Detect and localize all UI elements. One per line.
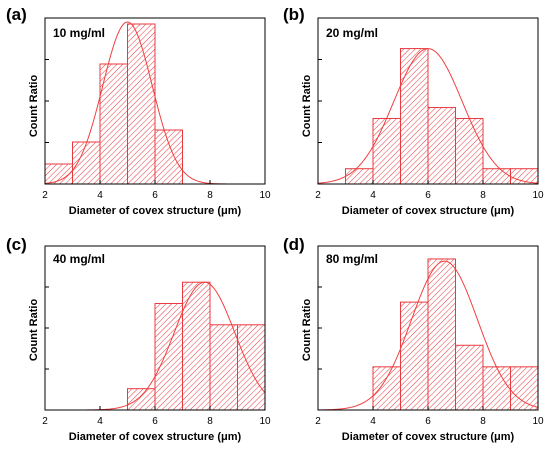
histogram-bar	[400, 48, 429, 185]
panel-c-title: 40 mg/ml	[53, 252, 105, 266]
panel-b-plot-frame	[317, 17, 539, 185]
panel-a-plot-frame	[44, 17, 266, 185]
panel-a-xtick: 6	[152, 190, 158, 201]
histogram-bar	[209, 324, 238, 411]
panel-d-title: 80 mg/ml	[326, 252, 378, 266]
panel-c-xlabel: Diameter of covex structure (μm)	[69, 431, 242, 443]
panel-a-xtick: 8	[207, 190, 213, 201]
panel-d-label: (d)	[283, 235, 305, 254]
histogram-bar	[99, 63, 128, 185]
gaussian-fit-curve	[317, 48, 539, 184]
panel-c-ylabel: Count Ratio	[28, 299, 40, 362]
panel-d-xlabel: Diameter of covex structure (μm)	[342, 431, 515, 443]
panel-d-plot-frame	[317, 245, 539, 411]
histogram-bar	[427, 107, 456, 185]
histogram-bar	[372, 366, 401, 411]
panel-c-xtick: 2	[42, 416, 48, 427]
panel-b-xtick: 2	[315, 190, 321, 201]
histogram-bar	[345, 168, 374, 185]
panel-a-xtick: 10	[259, 190, 271, 201]
gaussian-fit-curve	[317, 260, 539, 411]
panel-c-xtick: 6	[152, 416, 158, 427]
panel-a-xlabel: Diameter of covex structure (μm)	[69, 205, 242, 217]
panel-a-label: (a)	[6, 5, 27, 24]
panel-a-title: 10 mg/ml	[53, 26, 105, 40]
histogram-bar	[127, 388, 156, 411]
panel-d-marks	[317, 258, 539, 411]
panel-b-title: 20 mg/ml	[326, 26, 378, 40]
histogram-bar	[455, 117, 484, 185]
panel-b-xlabel: Diameter of covex structure (μm)	[342, 205, 515, 217]
panel-c-plot-frame	[44, 245, 266, 411]
panel-d-xtick: 8	[480, 416, 486, 427]
histogram-bar	[510, 366, 539, 411]
histogram-bar	[482, 168, 511, 185]
histogram-bar	[427, 258, 456, 411]
panel-d-xtick: 10	[532, 416, 544, 427]
histogram-bar	[72, 141, 101, 185]
histogram-bar	[482, 366, 511, 411]
panel-b-ylabel: Count Ratio	[301, 75, 313, 138]
panel-b-marks	[317, 48, 539, 185]
histogram-bar	[237, 324, 266, 411]
panel-d-xtick: 4	[370, 416, 376, 427]
panel-a-xtick: 2	[42, 190, 48, 201]
panel-d-xtick: 6	[425, 416, 431, 427]
panel-b-xtick: 4	[370, 190, 376, 201]
panel-c-marks	[44, 281, 266, 411]
panel-c-xtick: 4	[97, 416, 103, 427]
panel-d-ylabel: Count Ratio	[301, 299, 313, 362]
histogram-bar	[127, 23, 156, 185]
panel-a-ylabel: Count Ratio	[28, 75, 40, 138]
panel-c-xtick: 10	[259, 416, 271, 427]
panel-b-xtick: 6	[425, 190, 431, 201]
panel-b-xtick: 10	[532, 190, 544, 201]
histogram-bar	[154, 303, 183, 411]
panel-d: (d) 80 mg/ml Count Ratio Diameter of cov…	[283, 235, 544, 443]
histogram-bar	[400, 301, 429, 411]
histogram-bar	[154, 129, 183, 185]
panel-b-xtick: 8	[480, 190, 486, 201]
panel-d-xtick: 2	[315, 416, 321, 427]
histogram-bar	[455, 344, 484, 411]
panel-c: (c) 40 mg/ml Count Ratio Diameter of cov…	[6, 235, 271, 443]
panel-a-marks	[44, 21, 266, 185]
panel-a-xtick: 4	[97, 190, 103, 201]
histogram-bar	[372, 117, 401, 185]
panel-c-label: (c)	[6, 235, 27, 254]
panel-c-xtick: 8	[207, 416, 213, 427]
panel-a: (a) 10 mg/ml Count Ratio Diameter of cov…	[6, 5, 271, 217]
histogram-bar	[182, 281, 211, 411]
panel-b-label: (b)	[283, 5, 305, 24]
panel-b: (b) 20 mg/ml Count Ratio Diameter of cov…	[283, 5, 544, 217]
